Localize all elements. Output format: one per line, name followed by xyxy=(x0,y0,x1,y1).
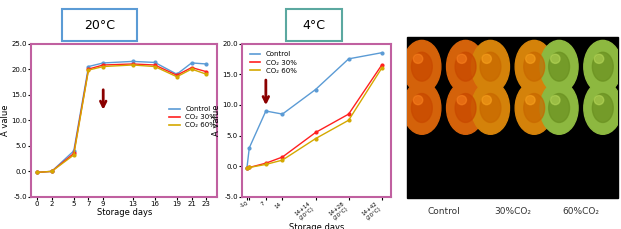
Text: 30%CO₂: 30%CO₂ xyxy=(494,207,531,216)
Legend: Control, CO₂ 30%, CO₂ 60%: Control, CO₂ 30%, CO₂ 60% xyxy=(248,50,298,75)
Ellipse shape xyxy=(446,40,484,93)
Text: 20°C: 20°C xyxy=(84,19,115,32)
Ellipse shape xyxy=(457,95,466,105)
Bar xyxy=(407,37,618,198)
Ellipse shape xyxy=(525,54,535,63)
Ellipse shape xyxy=(480,93,501,123)
Ellipse shape xyxy=(411,52,432,81)
Ellipse shape xyxy=(480,52,501,81)
Ellipse shape xyxy=(540,40,578,93)
Ellipse shape xyxy=(471,82,509,134)
Ellipse shape xyxy=(592,93,614,123)
Ellipse shape xyxy=(540,82,578,134)
X-axis label: Storage days: Storage days xyxy=(96,208,152,218)
Ellipse shape xyxy=(594,54,604,63)
Ellipse shape xyxy=(584,82,621,134)
Ellipse shape xyxy=(414,54,423,63)
Ellipse shape xyxy=(446,82,484,134)
Text: 60%CO₂: 60%CO₂ xyxy=(563,207,599,216)
Ellipse shape xyxy=(594,95,604,105)
Ellipse shape xyxy=(457,54,466,63)
Ellipse shape xyxy=(525,95,535,105)
Ellipse shape xyxy=(471,40,509,93)
Ellipse shape xyxy=(455,52,476,81)
Ellipse shape xyxy=(592,52,614,81)
Ellipse shape xyxy=(482,95,491,105)
Text: Control: Control xyxy=(427,207,460,216)
Text: 4°C: 4°C xyxy=(302,19,325,32)
Legend: Control, CO₂ 30%, CO₂ 60%: Control, CO₂ 30%, CO₂ 60% xyxy=(168,105,217,130)
Ellipse shape xyxy=(584,40,621,93)
Ellipse shape xyxy=(515,82,553,134)
Ellipse shape xyxy=(548,93,569,123)
Ellipse shape xyxy=(551,95,560,105)
Ellipse shape xyxy=(482,54,491,63)
Ellipse shape xyxy=(403,82,441,134)
Ellipse shape xyxy=(414,95,423,105)
Y-axis label: A value: A value xyxy=(1,104,10,136)
Ellipse shape xyxy=(455,93,476,123)
Ellipse shape xyxy=(548,52,569,81)
Ellipse shape xyxy=(524,52,545,81)
Ellipse shape xyxy=(403,40,441,93)
Ellipse shape xyxy=(411,93,432,123)
Ellipse shape xyxy=(515,40,553,93)
X-axis label: Storage days: Storage days xyxy=(289,223,345,229)
Ellipse shape xyxy=(524,93,545,123)
Y-axis label: A value: A value xyxy=(212,104,221,136)
Ellipse shape xyxy=(551,54,560,63)
